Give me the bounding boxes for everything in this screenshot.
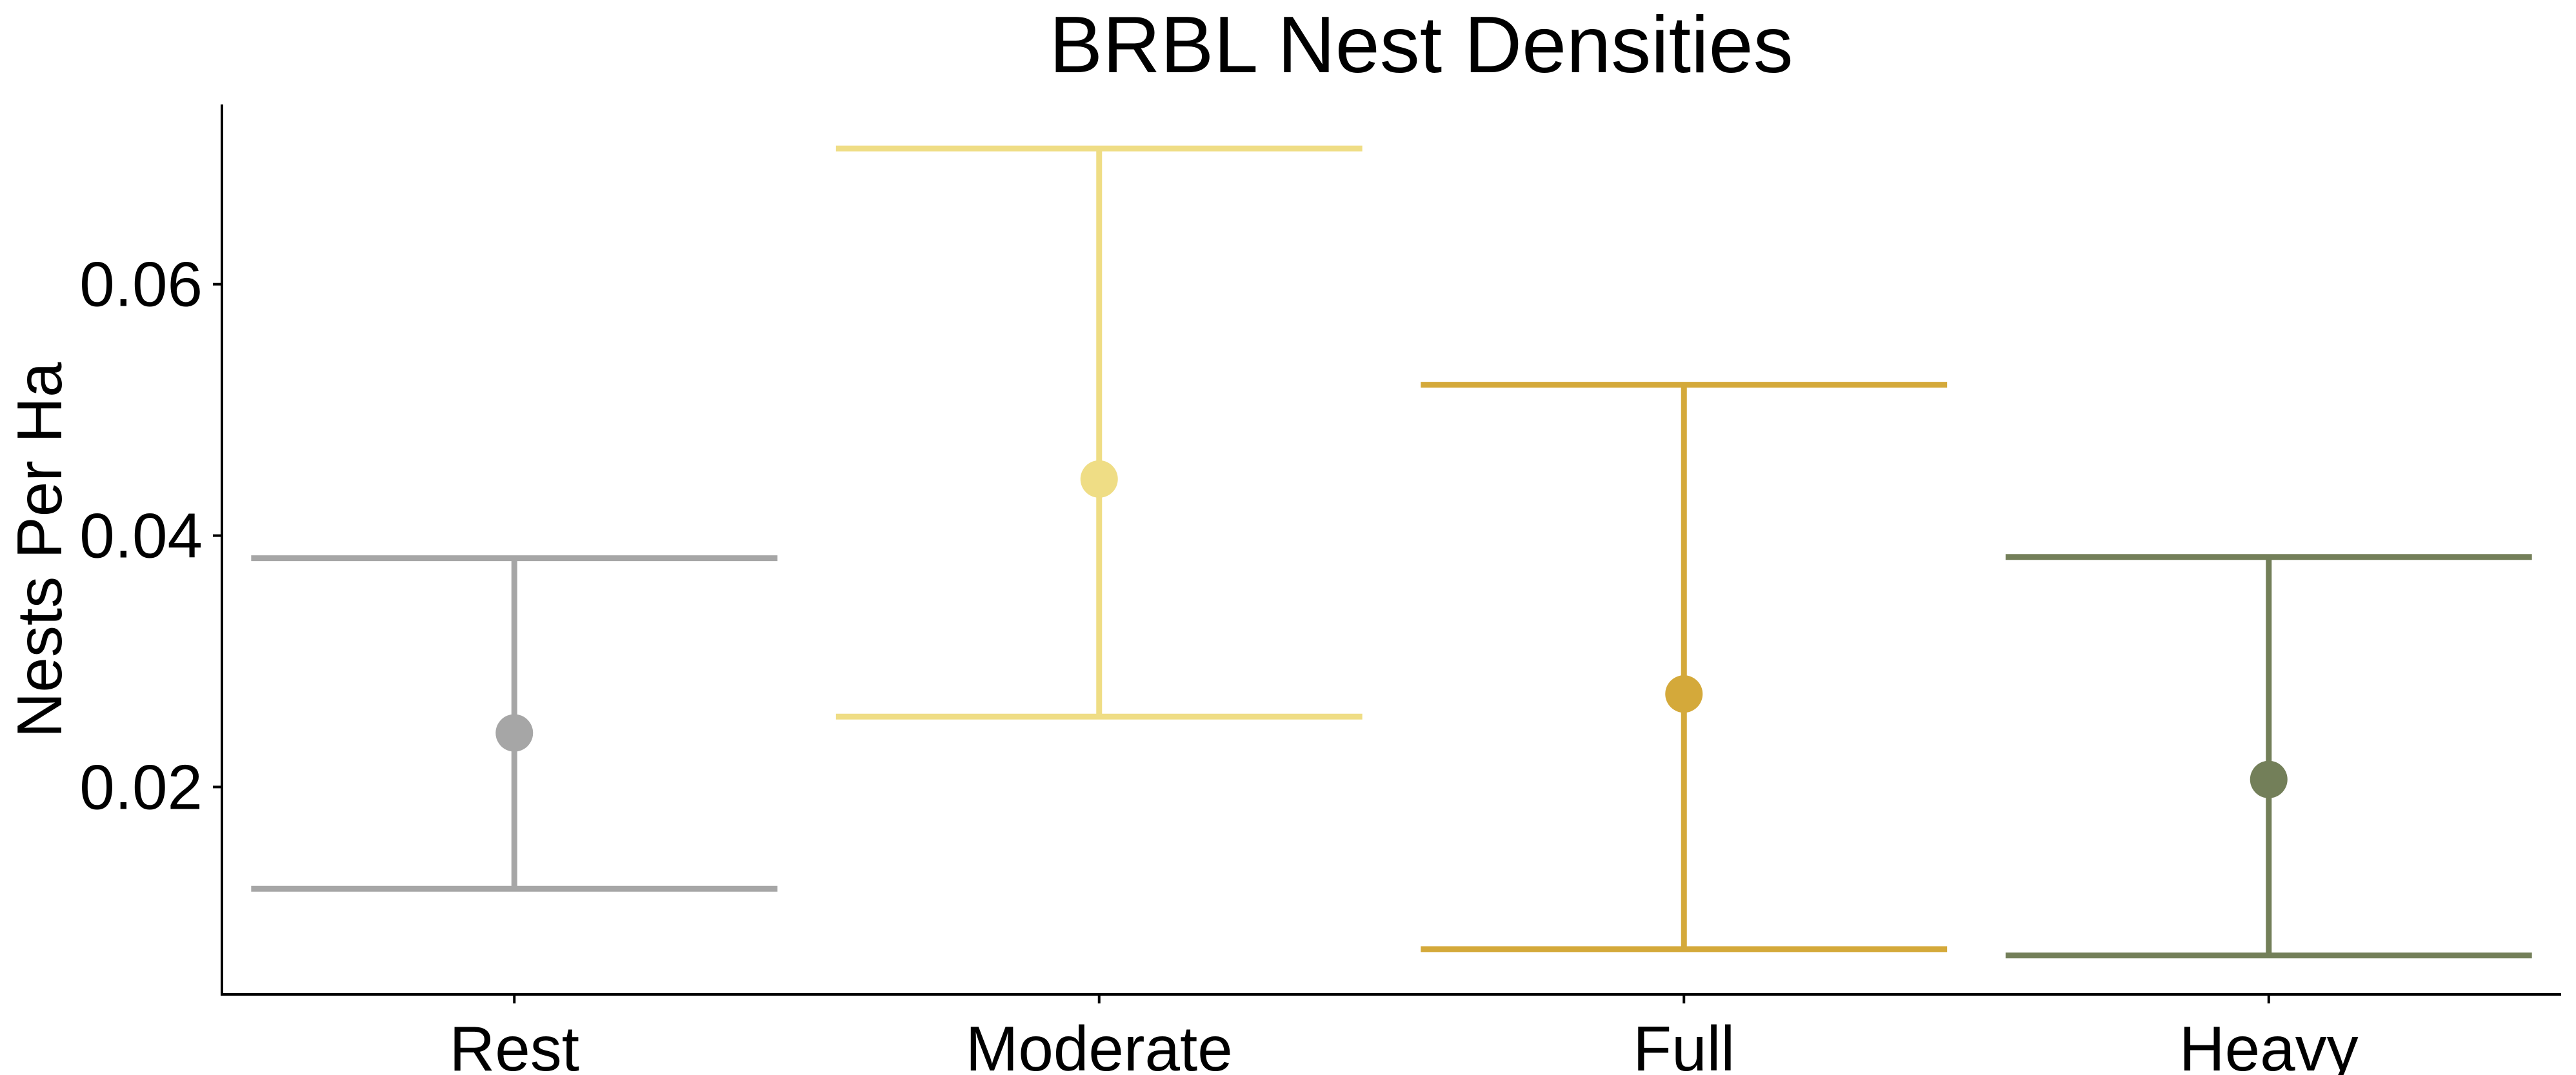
- error-bar-group: [251, 555, 778, 892]
- chart-title: BRBL Nest Densities: [1049, 1, 1793, 90]
- y-ticks: 0.02 0.04 0.06: [79, 249, 222, 822]
- error-bar-group: [1421, 382, 1948, 952]
- y-axis-title: Nests Per Ha: [4, 362, 75, 738]
- x-tick-label: Full: [1633, 1013, 1735, 1075]
- y-tick-label: 0.06: [79, 249, 203, 320]
- x-ticks: Rest Moderate Full Heavy: [449, 994, 2359, 1075]
- x-tick-label: Rest: [449, 1013, 579, 1075]
- error-bars: [251, 145, 2532, 959]
- mean-point: [1080, 460, 1118, 498]
- error-bar-group: [2005, 554, 2532, 959]
- y-tick-label: 0.04: [79, 500, 203, 571]
- mean-point: [495, 714, 534, 752]
- y-tick-label: 0.02: [79, 751, 203, 822]
- x-tick-label: Moderate: [966, 1013, 1233, 1075]
- mean-point: [2250, 760, 2288, 798]
- x-tick-label: Heavy: [2179, 1013, 2359, 1075]
- error-bar-group: [835, 145, 1363, 720]
- mean-point: [1665, 675, 1703, 713]
